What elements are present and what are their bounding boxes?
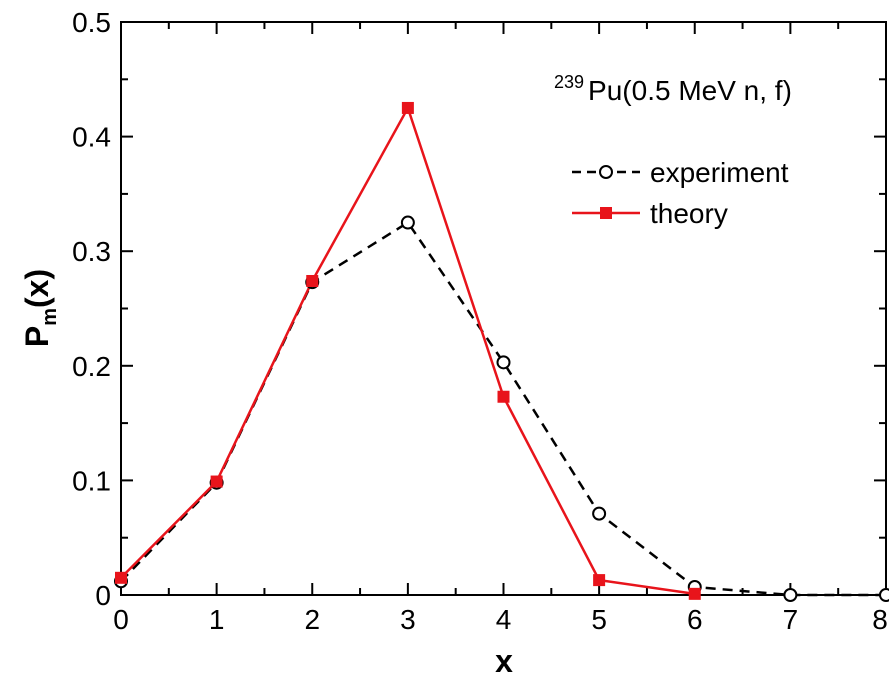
- data-point-theory: [593, 574, 606, 587]
- x-tick-label: 3: [400, 604, 416, 635]
- data-point-theory: [688, 587, 701, 600]
- y-tick-label: 0: [95, 580, 111, 611]
- x-tick-label: 1: [209, 604, 225, 635]
- x-tick-label: 2: [304, 604, 320, 635]
- y-tick-label: 0.2: [72, 351, 111, 382]
- x-tick-label: 7: [783, 604, 799, 635]
- x-tick-label: 0: [113, 604, 129, 635]
- legend-theory-label: theory: [650, 198, 728, 229]
- data-point-theory: [497, 390, 510, 403]
- y-axis-label-rest: (x): [19, 269, 55, 308]
- tick-labels-layer: 0 1 2 3 4 5 6 7 8 0 0.1 0.2 0.3 0.4 0.5: [72, 7, 888, 635]
- legend-experiment-label: experiment: [650, 157, 789, 188]
- x-axis-label: x: [495, 643, 513, 679]
- reaction-annotation-text: Pu(0.5 MeV n, f): [588, 75, 792, 106]
- reaction-annotation: 239 Pu(0.5 MeV n, f): [554, 72, 792, 106]
- series-line-experiment: [120, 220, 886, 597]
- data-point-theory: [401, 101, 414, 114]
- data-point-theory: [306, 274, 319, 287]
- legend-experiment-marker: [599, 165, 613, 179]
- data-point-theory: [115, 571, 127, 584]
- y-axis-label-main: P: [19, 326, 55, 347]
- y-tick-label: 0.4: [72, 122, 111, 153]
- x-tick-label: 6: [687, 604, 703, 635]
- x-tick-label: 4: [496, 604, 512, 635]
- x-tick-label: 5: [591, 604, 607, 635]
- ticks-layer: [120, 21, 887, 596]
- series-line-theory: [120, 104, 695, 596]
- legend-theory-marker: [600, 207, 612, 219]
- data-point-experiment: [592, 506, 607, 521]
- y-axis-label: Pm(x): [19, 269, 61, 347]
- series-layer: [114, 101, 889, 602]
- data-point-experiment: [879, 588, 889, 602]
- plot-frame: [120, 21, 887, 596]
- data-point-experiment: [400, 215, 415, 230]
- y-axis-label-sub: m: [39, 308, 61, 326]
- y-tick-label: 0.5: [72, 7, 111, 38]
- legend: experiment theory: [572, 157, 789, 229]
- x-tick-label: 8: [872, 604, 888, 635]
- y-tick-label: 0.1: [72, 465, 111, 496]
- data-point-experiment: [496, 355, 511, 370]
- y-tick-label: 0.3: [72, 236, 111, 267]
- data-point-theory: [210, 475, 223, 488]
- reaction-annotation-superscript: 239: [554, 72, 584, 92]
- data-point-experiment: [783, 588, 798, 602]
